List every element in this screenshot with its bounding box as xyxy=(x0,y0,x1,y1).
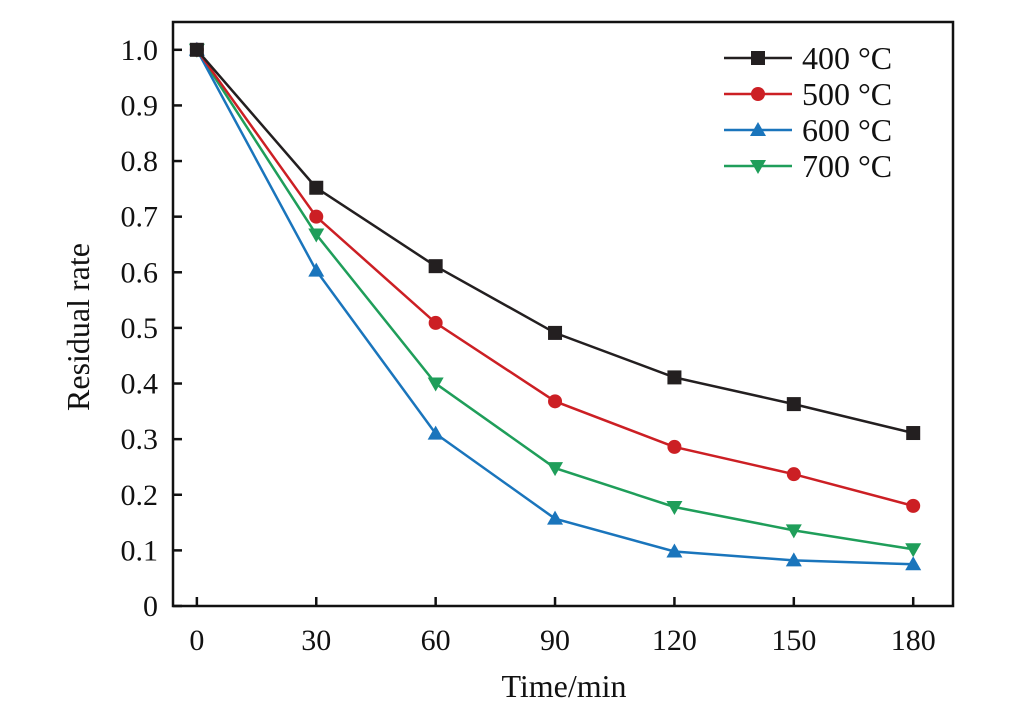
data-point-circle xyxy=(548,394,563,409)
legend-item: 700 °C xyxy=(724,148,892,184)
data-point-triangle-up xyxy=(666,543,683,558)
data-point-triangle-down xyxy=(750,160,766,174)
y-tick-label: 0.3 xyxy=(121,423,159,456)
data-point-square xyxy=(906,426,921,441)
data-point-square xyxy=(548,325,563,340)
y-tick-label: 0 xyxy=(143,590,158,623)
x-axis-title: Time/min xyxy=(501,668,626,704)
data-point-triangle-down xyxy=(427,377,444,392)
series-700-c xyxy=(188,43,922,558)
y-axis-title: Residual rate xyxy=(60,243,96,411)
data-point-triangle-down xyxy=(308,228,325,243)
data-point-triangle-down xyxy=(666,500,683,515)
x-tick-label: 180 xyxy=(891,624,936,657)
data-point-circle xyxy=(751,87,765,101)
data-point-square xyxy=(786,397,801,412)
x-tick-label: 90 xyxy=(540,624,570,657)
data-point-triangle-down xyxy=(905,543,922,558)
data-point-square xyxy=(667,370,682,385)
data-point-triangle-up xyxy=(750,122,766,136)
data-point-circle xyxy=(667,439,682,454)
y-tick-label: 0.5 xyxy=(121,312,159,345)
data-point-square xyxy=(428,259,443,274)
data-point-square xyxy=(189,42,204,57)
y-tick-label: 0.7 xyxy=(121,201,159,234)
data-point-circle xyxy=(309,209,324,224)
y-tick-label: 0.4 xyxy=(121,368,159,401)
data-point-triangle-down xyxy=(785,524,802,539)
legend-item: 400 °C xyxy=(724,40,892,76)
data-point-triangle-up xyxy=(905,556,922,571)
y-tick-label: 0.2 xyxy=(121,479,159,512)
data-point-circle xyxy=(786,467,801,482)
y-tick-label: 0.9 xyxy=(121,89,159,122)
data-point-circle xyxy=(428,315,443,330)
legend-label: 400 °C xyxy=(802,40,892,76)
x-tick-label: 120 xyxy=(652,624,697,657)
data-point-triangle-up xyxy=(785,552,802,567)
x-tick-label: 30 xyxy=(301,624,331,657)
plot-frame xyxy=(171,20,955,608)
data-point-triangle-up xyxy=(427,425,444,440)
data-point-circle xyxy=(906,498,921,513)
y-tick-label: 0.6 xyxy=(121,256,159,289)
legend-item: 500 °C xyxy=(724,76,892,112)
y-tick-label: 0.1 xyxy=(121,534,159,567)
x-tick-label: 60 xyxy=(421,624,451,657)
y-tick-label: 1.0 xyxy=(121,34,159,67)
data-point-triangle-up xyxy=(308,262,325,277)
series-400-c xyxy=(189,42,921,441)
y-tick-label: 0.8 xyxy=(121,145,159,178)
legend-item: 600 °C xyxy=(724,112,892,148)
x-tick-label: 150 xyxy=(771,624,816,657)
data-point-square xyxy=(751,51,765,65)
legend-label: 600 °C xyxy=(802,112,892,148)
data-point-triangle-down xyxy=(547,462,564,477)
data-point-square xyxy=(309,180,324,195)
legend-label: 700 °C xyxy=(802,148,892,184)
data-point-triangle-up xyxy=(547,510,564,525)
legend-label: 500 °C xyxy=(802,76,892,112)
x-tick-label: 0 xyxy=(189,624,204,657)
